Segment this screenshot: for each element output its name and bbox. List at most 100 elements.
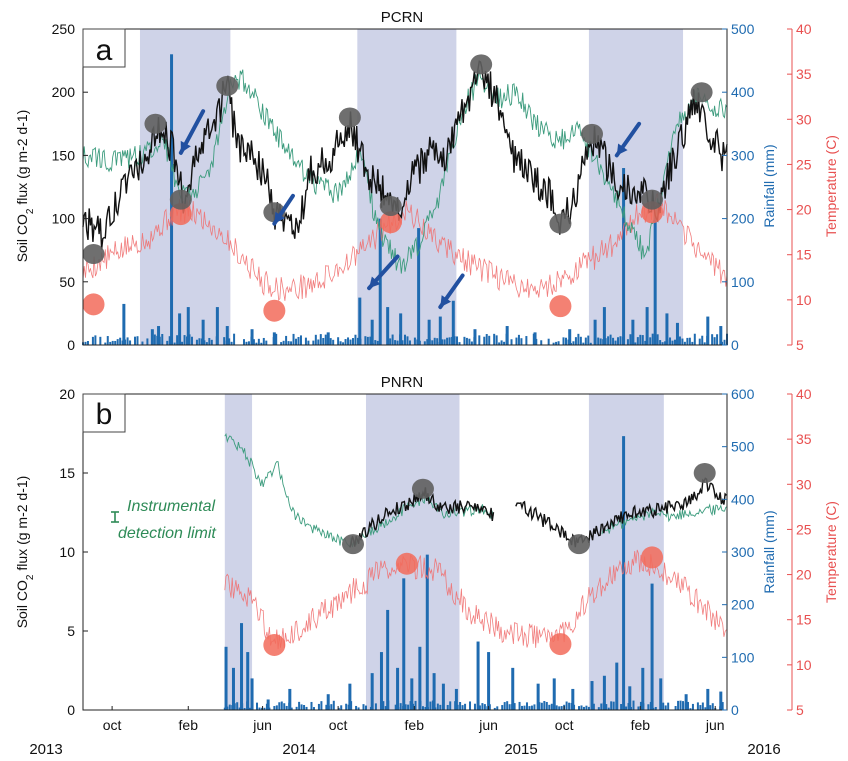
b-month-label: oct: [329, 717, 348, 733]
a-rain-bar: [94, 335, 97, 345]
a-rain-event-bar: [186, 307, 190, 345]
a-rain-bar: [205, 342, 208, 345]
a-rain-bar: [525, 336, 528, 345]
b-rain-event-bar: [246, 652, 250, 710]
b-rain-bar: [483, 704, 486, 710]
b-rain-event-bar: [650, 583, 654, 710]
b-flux-line: [515, 477, 727, 548]
b-ylabel: Soil CO2 flux (g m-2 d-1): [14, 476, 36, 629]
a-rain-bar: [582, 342, 585, 345]
b-rain-bar: [258, 707, 261, 710]
a-rain-bar: [597, 337, 600, 345]
a-rain-bar: [354, 334, 357, 345]
b-rain-bar: [662, 702, 665, 710]
a-rain-bar: [456, 336, 459, 345]
a-rain-event-bar: [178, 313, 182, 345]
b-rain-bar: [545, 701, 548, 710]
a-rain-bar: [723, 339, 726, 345]
b-rain-event-bar: [487, 652, 491, 710]
b-temp-axis-ticks: 5 10 15 20 25 30 35 40: [787, 386, 812, 718]
b-rain-bar: [565, 701, 568, 710]
a-rain-bar: [183, 335, 186, 345]
b-temperature-marker: [641, 546, 664, 569]
b-rain-bar: [238, 707, 241, 710]
a-rain-event-bar: [250, 329, 254, 345]
b-rain-bar: [243, 708, 246, 710]
a-rain-bar: [619, 336, 622, 345]
a-rain-bar: [716, 334, 719, 345]
b-rain-bar: [493, 707, 496, 710]
b-y3tick-label: 35: [796, 431, 812, 447]
a-title: PCRN: [381, 9, 424, 26]
a-rain-bar: [639, 334, 642, 345]
b-rain-bar: [300, 704, 303, 710]
b-rain-event-bar: [615, 662, 619, 710]
a-rain-bar: [344, 339, 347, 345]
b-rain-bar: [283, 703, 286, 710]
b-rain-bar: [674, 706, 677, 710]
b-rain-bar: [337, 707, 340, 710]
b-rain-event-bar: [266, 699, 270, 710]
b-month-label: oct: [555, 717, 574, 733]
b-soil-moisture-line: [601, 503, 728, 535]
a-rain-event-bar: [386, 307, 390, 345]
a-rain-bar: [116, 339, 119, 345]
b-temperature-marker: [263, 633, 286, 656]
a-rain-bar: [651, 333, 654, 345]
b-rain-bar: [513, 703, 516, 710]
b-rain-event-bar: [628, 686, 632, 710]
a-rain-bar: [111, 340, 114, 345]
a-rain-bar: [649, 337, 652, 345]
a-rain-bar: [168, 336, 171, 345]
b-rain-bar: [399, 703, 402, 710]
b-rain-bar: [228, 704, 231, 710]
b-rain-bar: [533, 704, 536, 710]
b-rain-bar: [637, 706, 640, 710]
b-rain-bar: [625, 706, 628, 710]
a-arrow-head: [180, 140, 191, 153]
a-rain-bar: [698, 338, 701, 345]
b-rain-bar: [303, 705, 306, 710]
a-rain-bar: [245, 341, 248, 345]
a-rain-bar: [401, 340, 404, 345]
a-rain-bar: [644, 340, 647, 345]
b-y3tick-label: 10: [796, 657, 812, 673]
a-rain-bar: [584, 337, 587, 345]
a-rain-bar: [252, 339, 255, 345]
a-rain-bar: [483, 336, 486, 345]
b-rain-event-bar: [684, 694, 688, 710]
a-rain-event-bar: [438, 316, 442, 345]
a-flux-line: [82, 60, 728, 250]
b-rain-bar: [394, 704, 397, 710]
a-ytick-label: 250: [52, 21, 76, 37]
a-rain-bar: [280, 342, 283, 345]
b-rain-bar: [585, 705, 588, 710]
b-rain-bar: [709, 705, 712, 710]
b-rain-bar: [236, 702, 239, 710]
b-rain-bar: [639, 701, 642, 710]
b-rain-bar: [355, 705, 358, 710]
b-rain-event-bar: [386, 609, 390, 710]
a-rain-bar: [433, 337, 436, 345]
a-rain-bar: [669, 337, 672, 345]
b-rain-bar: [701, 702, 704, 710]
b-ytick-label: 15: [59, 465, 75, 481]
a-temp-axis-ticks: 5 10 15 20 25 30 35 40: [787, 21, 812, 353]
a-rain-event-bar: [645, 307, 649, 345]
a-ytick-label: 50: [59, 274, 75, 290]
b-rain-event-bar: [288, 688, 292, 710]
a-rain-bar: [406, 336, 409, 345]
a-rain-bar: [609, 334, 612, 345]
b-rain-bar: [506, 701, 509, 710]
b-rain-bar: [469, 701, 472, 710]
b-rain-bar: [330, 704, 333, 710]
a-rain-bar: [153, 334, 156, 345]
a-rain-bar: [99, 336, 102, 345]
b-rain-bar: [439, 704, 442, 710]
b-rain-bar: [414, 700, 417, 710]
a-rain-bar: [208, 337, 211, 345]
b-rain-bar: [686, 701, 689, 710]
a-rain-bar: [671, 340, 674, 345]
b-rain-bar: [285, 705, 288, 710]
a-rain-bar: [408, 340, 411, 345]
